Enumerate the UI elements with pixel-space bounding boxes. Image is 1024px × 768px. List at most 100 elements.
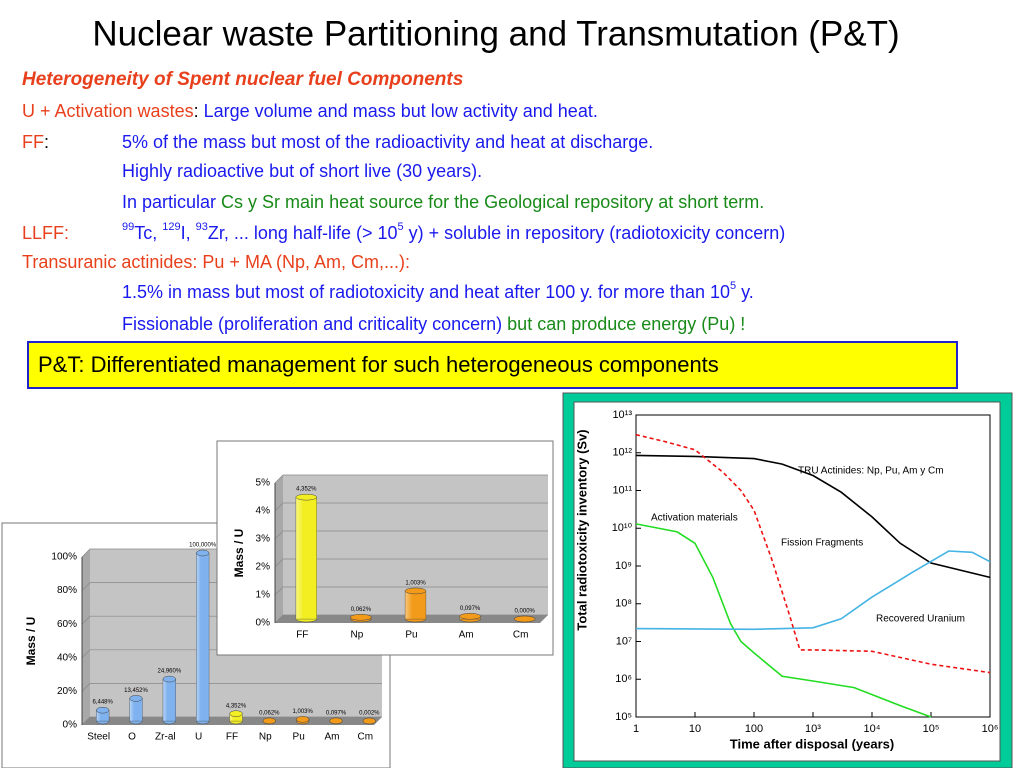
bar-cap: [96, 706, 110, 714]
text-line: In particular Cs y Sr main heat source f…: [122, 192, 764, 212]
bar-cap: [404, 587, 427, 595]
plot-wall: [82, 549, 90, 725]
y-tick-label: 10¹⁰: [612, 522, 633, 534]
y-tick-label: 4%: [256, 506, 271, 517]
value-label: 0,097%: [460, 606, 481, 612]
series-line: [635, 454, 991, 579]
y-tick-label: 0%: [256, 618, 271, 629]
x-tick-label: O: [128, 732, 136, 743]
x-tick-label: Am: [325, 732, 340, 743]
value-label: 0,097%: [326, 710, 347, 716]
value-label: 4,352%: [296, 487, 317, 493]
bar-cap: [459, 613, 481, 620]
y-tick-label: 40%: [57, 652, 77, 663]
y-axis-label: Mass / U: [232, 529, 246, 578]
x-axis-label: Time after disposal (years): [730, 736, 895, 751]
y-tick-label: 5%: [256, 478, 271, 489]
x-tick-label: 10⁴: [864, 723, 881, 735]
series-line: [635, 550, 991, 631]
bar-cap: [350, 614, 372, 621]
x-tick-label: Steel: [87, 732, 110, 743]
bar-cap: [262, 717, 276, 725]
highlight-box: [27, 341, 958, 389]
y-axis-label: Mass / U: [24, 617, 38, 666]
x-tick-label: Am: [459, 630, 474, 641]
x-tick-label: Zr-al: [155, 732, 176, 743]
x-tick-label: Pu: [293, 732, 305, 743]
x-tick-label: 10³: [805, 723, 821, 735]
x-tick-label: Pu: [405, 630, 417, 641]
value-label: 1,003%: [405, 580, 426, 586]
y-tick-label: 60%: [57, 619, 77, 630]
superscript: 5: [397, 221, 403, 233]
superscript: 93: [196, 221, 208, 233]
bar-cap: [362, 717, 376, 725]
y-tick-label: 10⁷: [616, 635, 632, 647]
text: Cs y Sr main heat source for the Geologi…: [221, 192, 764, 212]
bar-cap: [129, 695, 143, 702]
bar-color: [163, 679, 176, 721]
series-label: Activation materials: [651, 513, 738, 524]
text-line: LLFF: 99Tc, 129I, 93Zr, ... long half-lif…: [22, 221, 785, 243]
box-text: P&T: Differentiated management for such …: [38, 352, 719, 377]
text: U + Activation wastes: [22, 101, 194, 121]
series-label: Fission Fragments: [781, 538, 863, 549]
series-label: TRU Actinides: Np, Pu, Am y Cm: [798, 466, 944, 477]
plot-wall: [275, 475, 283, 623]
value-label: 0,062%: [351, 607, 372, 613]
value-label: 1,003%: [292, 709, 313, 715]
bar-color: [96, 710, 109, 721]
grid-line: [274, 586, 548, 596]
bar-color: [405, 590, 426, 619]
bar-cap: [296, 716, 310, 723]
y-tick-label: 10¹²: [612, 447, 632, 459]
text: y.: [736, 282, 754, 302]
y-tick-label: 20%: [57, 686, 77, 697]
y-tick-label: 10⁶: [615, 673, 632, 685]
x-tick-label: 10⁵: [923, 723, 940, 735]
y-tick-label: 10⁸: [615, 598, 632, 610]
chart-inner: [573, 401, 1001, 762]
bar-color: [129, 698, 143, 721]
text: I,: [181, 223, 196, 243]
value-label: 13,452%: [124, 688, 148, 694]
x-tick-label: 1: [633, 723, 639, 735]
x-tick-label: Np: [259, 732, 272, 743]
series-label: Recovered Uranium: [876, 614, 965, 625]
superscript: 129: [162, 221, 180, 233]
text-line: 1.5% in mass but most of radiotoxicity a…: [122, 280, 754, 302]
text: LLFF:: [22, 223, 69, 243]
text: :: [44, 132, 49, 152]
series-line: [635, 523, 932, 718]
slide-title: Nuclear waste Partitioning and Transmuta…: [92, 14, 899, 53]
superscript: 5: [730, 280, 736, 292]
x-tick-label: 10⁶: [982, 723, 999, 735]
text: Tc,: [134, 223, 162, 243]
x-tick-label: Np: [351, 630, 364, 641]
y-axis-label: Total radiotoxicity inventory (Sv): [574, 429, 589, 630]
heading: Heterogeneity of Spent nuclear fuel Comp…: [22, 69, 463, 90]
text: 5% of the mass but most of the radioacti…: [122, 132, 653, 152]
value-label: 4,352%: [226, 703, 247, 709]
bar-color: [295, 497, 317, 619]
text: y) + soluble in repository (radiotoxicit…: [404, 223, 786, 243]
bar-cap: [162, 675, 176, 683]
text: FF: [22, 132, 44, 152]
text: but can produce energy (Pu) !: [507, 314, 745, 334]
text: Fissionable (proliferation and criticali…: [122, 314, 507, 334]
y-tick-label: 3%: [256, 534, 271, 545]
y-tick-label: 10⁵: [615, 711, 632, 723]
bar-cap: [329, 717, 343, 725]
text-line: Fissionable (proliferation and criticali…: [122, 314, 745, 334]
y-tick-label: 100%: [51, 552, 77, 563]
value-label: 6,448%: [92, 700, 113, 706]
bar-cap: [196, 549, 210, 557]
bar-cap: [229, 710, 243, 717]
x-tick-label: FF: [296, 630, 308, 641]
x-tick-label: Cm: [358, 732, 374, 743]
series-line: [635, 433, 991, 674]
text: :: [194, 101, 199, 121]
y-tick-label: 2%: [256, 562, 271, 573]
grid-line: [274, 530, 548, 540]
text: In particular: [122, 192, 221, 212]
